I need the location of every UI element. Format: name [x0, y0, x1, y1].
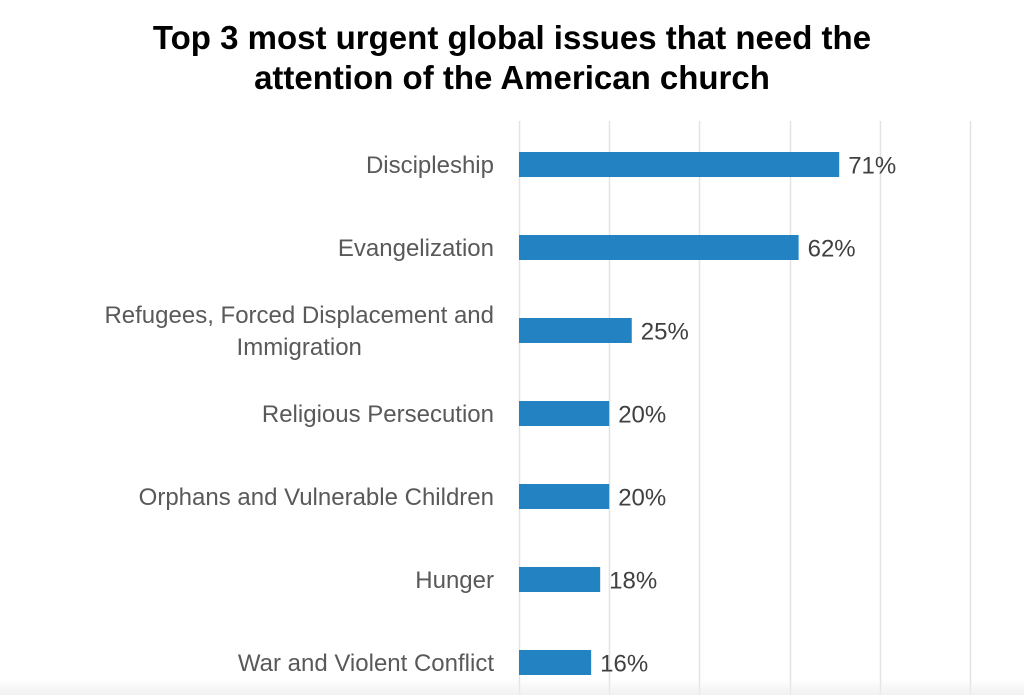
- data-label-3: 25%: [641, 319, 689, 346]
- category-label-3: Refugees, Forced Displacement and Immigra…: [104, 302, 494, 361]
- bar-4: [519, 401, 610, 426]
- data-label-1: 71%: [848, 153, 896, 180]
- bar-3: [519, 318, 632, 343]
- category-label-1: Discipleship: [366, 152, 494, 179]
- category-label-line: War and Violent Conflict: [238, 650, 494, 677]
- category-label-7: War and Violent Conflict: [238, 650, 494, 677]
- category-label-line: Hunger: [415, 567, 494, 594]
- category-label-line: Religious Persecution: [262, 401, 494, 428]
- category-label-5: Orphans and Vulnerable Children: [139, 484, 494, 511]
- category-label-6: Hunger: [415, 567, 494, 594]
- bar-6: [519, 567, 601, 592]
- data-label-2: 62%: [808, 236, 856, 263]
- bar-2: [519, 235, 799, 260]
- data-label-4: 20%: [618, 402, 666, 429]
- data-labels: 71% 62% 25% 20% 20% 18% 16%: [600, 153, 896, 678]
- category-label-line: Discipleship: [366, 152, 494, 179]
- chart-title: Top 3 most urgent global issues that nee…: [0, 18, 1024, 98]
- category-labels: Discipleship Evangelization Refugees, Forc…: [104, 152, 494, 677]
- bars: [519, 152, 840, 675]
- bar-5: [519, 484, 610, 509]
- category-label-line: Immigration: [237, 334, 362, 361]
- category-label-2: Evangelization: [338, 235, 494, 262]
- chart-title-line-1: Top 3 most urgent global issues that nee…: [152, 19, 872, 56]
- bar-7: [519, 650, 592, 675]
- data-label-7: 16%: [600, 651, 648, 678]
- data-label-6: 18%: [609, 568, 657, 595]
- category-label-line: Evangelization: [338, 235, 494, 262]
- category-label-4: Religious Persecution: [262, 401, 494, 428]
- bar-1: [519, 152, 840, 177]
- data-label-5: 20%: [618, 485, 666, 512]
- chart-title-line-2: attention of the American church: [254, 59, 770, 96]
- category-label-line: Refugees, Forced Displacement and: [104, 302, 494, 329]
- category-label-line: Orphans and Vulnerable Children: [139, 484, 494, 511]
